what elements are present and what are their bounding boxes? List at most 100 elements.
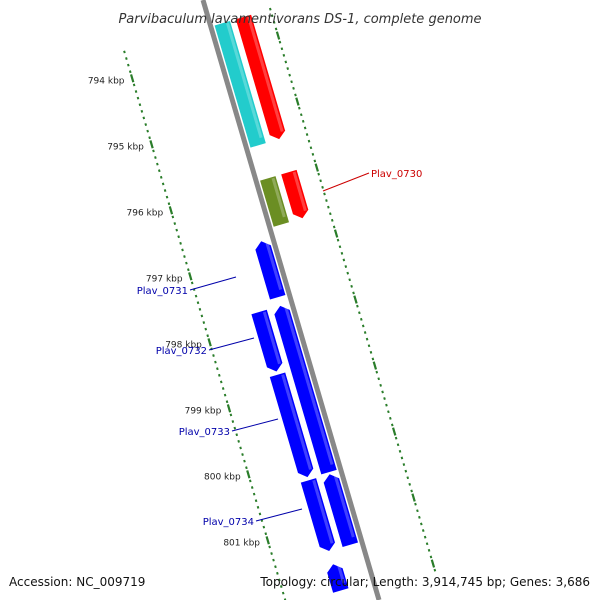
- minor-tick: [268, 545, 271, 549]
- gene-arrow[interactable]: [300, 478, 335, 551]
- outer-minor-tick: [288, 73, 291, 77]
- gene-arrow[interactable]: [214, 21, 266, 148]
- minor-tick: [233, 426, 237, 430]
- outer-minor-tick: [398, 449, 402, 453]
- gene-arrow[interactable]: [260, 176, 289, 227]
- gene-label[interactable]: Plav_0732: [156, 346, 207, 357]
- outer-minor-tick: [278, 40, 282, 44]
- minor-tick: [221, 387, 225, 390]
- major-tick: [246, 470, 251, 479]
- minor-tick: [218, 373, 221, 377]
- major-tick: [265, 536, 270, 545]
- outer-minor-tick: [299, 113, 303, 117]
- gene-label-leader: [231, 418, 279, 432]
- gene-arrow[interactable]: [327, 564, 349, 593]
- minor-tick: [183, 255, 186, 258]
- minor-tick: [250, 486, 254, 489]
- gene-arrow[interactable]: [251, 309, 283, 372]
- minor-tick: [179, 241, 182, 245]
- minor-tick: [272, 558, 275, 562]
- kbp-tick-label: 796 kbp: [127, 209, 164, 219]
- outer-minor-tick: [394, 436, 398, 440]
- major-tick: [226, 404, 232, 413]
- outer-minor-tick: [282, 53, 286, 57]
- gene-label[interactable]: Plav_0731: [137, 286, 188, 297]
- minor-tick: [231, 420, 235, 423]
- minor-tick: [235, 433, 239, 437]
- outer-major-tick: [314, 163, 319, 172]
- gene-arrow[interactable]: [235, 14, 286, 140]
- minor-tick: [154, 156, 157, 159]
- outer-minor-tick: [379, 383, 382, 387]
- outer-minor-tick: [402, 463, 406, 466]
- outer-major-tick: [295, 97, 300, 106]
- minor-tick: [237, 439, 240, 443]
- gene-arrow[interactable]: [274, 305, 337, 475]
- kbp-tick-label: 794 kbp: [88, 77, 125, 87]
- gene-label[interactable]: Plav_0730: [371, 169, 422, 180]
- minor-tick: [185, 261, 188, 265]
- outer-major-tick: [430, 559, 436, 568]
- outer-minor-tick: [342, 258, 346, 262]
- minor-tick: [279, 585, 283, 588]
- minor-tick: [248, 479, 252, 483]
- outer-minor-tick: [290, 80, 293, 84]
- outer-minor-tick: [383, 397, 386, 400]
- gene-arrow[interactable]: [323, 474, 358, 547]
- gene-arrow[interactable]: [269, 372, 314, 478]
- outer-minor-tick: [344, 265, 348, 268]
- outer-minor-tick: [420, 522, 423, 526]
- outer-minor-tick: [396, 443, 400, 447]
- gene-label[interactable]: Plav_0733: [179, 427, 230, 438]
- minor-tick: [276, 571, 279, 575]
- minor-tick: [173, 222, 177, 225]
- minor-tick: [198, 307, 202, 311]
- gene-arrow-highlight: [271, 177, 286, 218]
- outer-minor-tick: [371, 357, 375, 361]
- gene-arrow-highlight: [333, 473, 355, 538]
- outer-minor-tick: [284, 60, 288, 64]
- outer-minor-tick: [280, 47, 284, 51]
- minor-tick: [239, 446, 242, 450]
- kbp-tick-label: 797 kbp: [146, 275, 183, 285]
- outer-minor-tick: [329, 212, 332, 216]
- gene-label[interactable]: Plav_0734: [203, 517, 254, 528]
- gene-arrow[interactable]: [255, 241, 286, 300]
- outer-minor-tick: [390, 423, 394, 427]
- outer-minor-tick: [303, 126, 307, 130]
- minor-tick: [163, 189, 167, 192]
- outer-minor-tick: [361, 324, 365, 328]
- minor-tick: [152, 149, 155, 153]
- genome-summary-text: Topology: circular; Length: 3,914,745 bp…: [259, 575, 590, 589]
- minor-tick: [132, 83, 136, 87]
- gene-arrow-highlight: [247, 16, 284, 132]
- outer-minor-tick: [359, 317, 363, 321]
- outer-minor-tick: [381, 390, 384, 394]
- outer-minor-tick: [408, 482, 411, 486]
- minor-tick: [229, 413, 233, 417]
- minor-tick: [212, 354, 215, 357]
- outer-minor-tick: [375, 370, 379, 374]
- outer-minor-tick: [301, 119, 305, 123]
- minor-tick: [140, 109, 144, 113]
- gene-arrow-highlight: [312, 479, 334, 544]
- minor-tick: [134, 90, 138, 93]
- outer-major-tick: [353, 295, 358, 304]
- minor-tick: [216, 367, 219, 371]
- minor-tick: [206, 334, 209, 338]
- major-tick: [207, 338, 212, 347]
- outer-minor-tick: [421, 529, 425, 532]
- outer-minor-tick: [356, 304, 359, 308]
- minor-tick: [223, 393, 227, 397]
- gene-arrow[interactable]: [281, 169, 309, 219]
- outer-minor-tick: [365, 337, 369, 341]
- major-tick: [149, 140, 154, 149]
- outer-major-tick: [275, 31, 281, 40]
- minor-tick: [136, 96, 140, 100]
- outer-minor-tick: [336, 238, 340, 242]
- outer-minor-tick: [416, 509, 419, 513]
- minor-tick: [274, 565, 277, 569]
- outer-major-tick: [411, 493, 416, 502]
- outer-minor-tick: [352, 291, 355, 295]
